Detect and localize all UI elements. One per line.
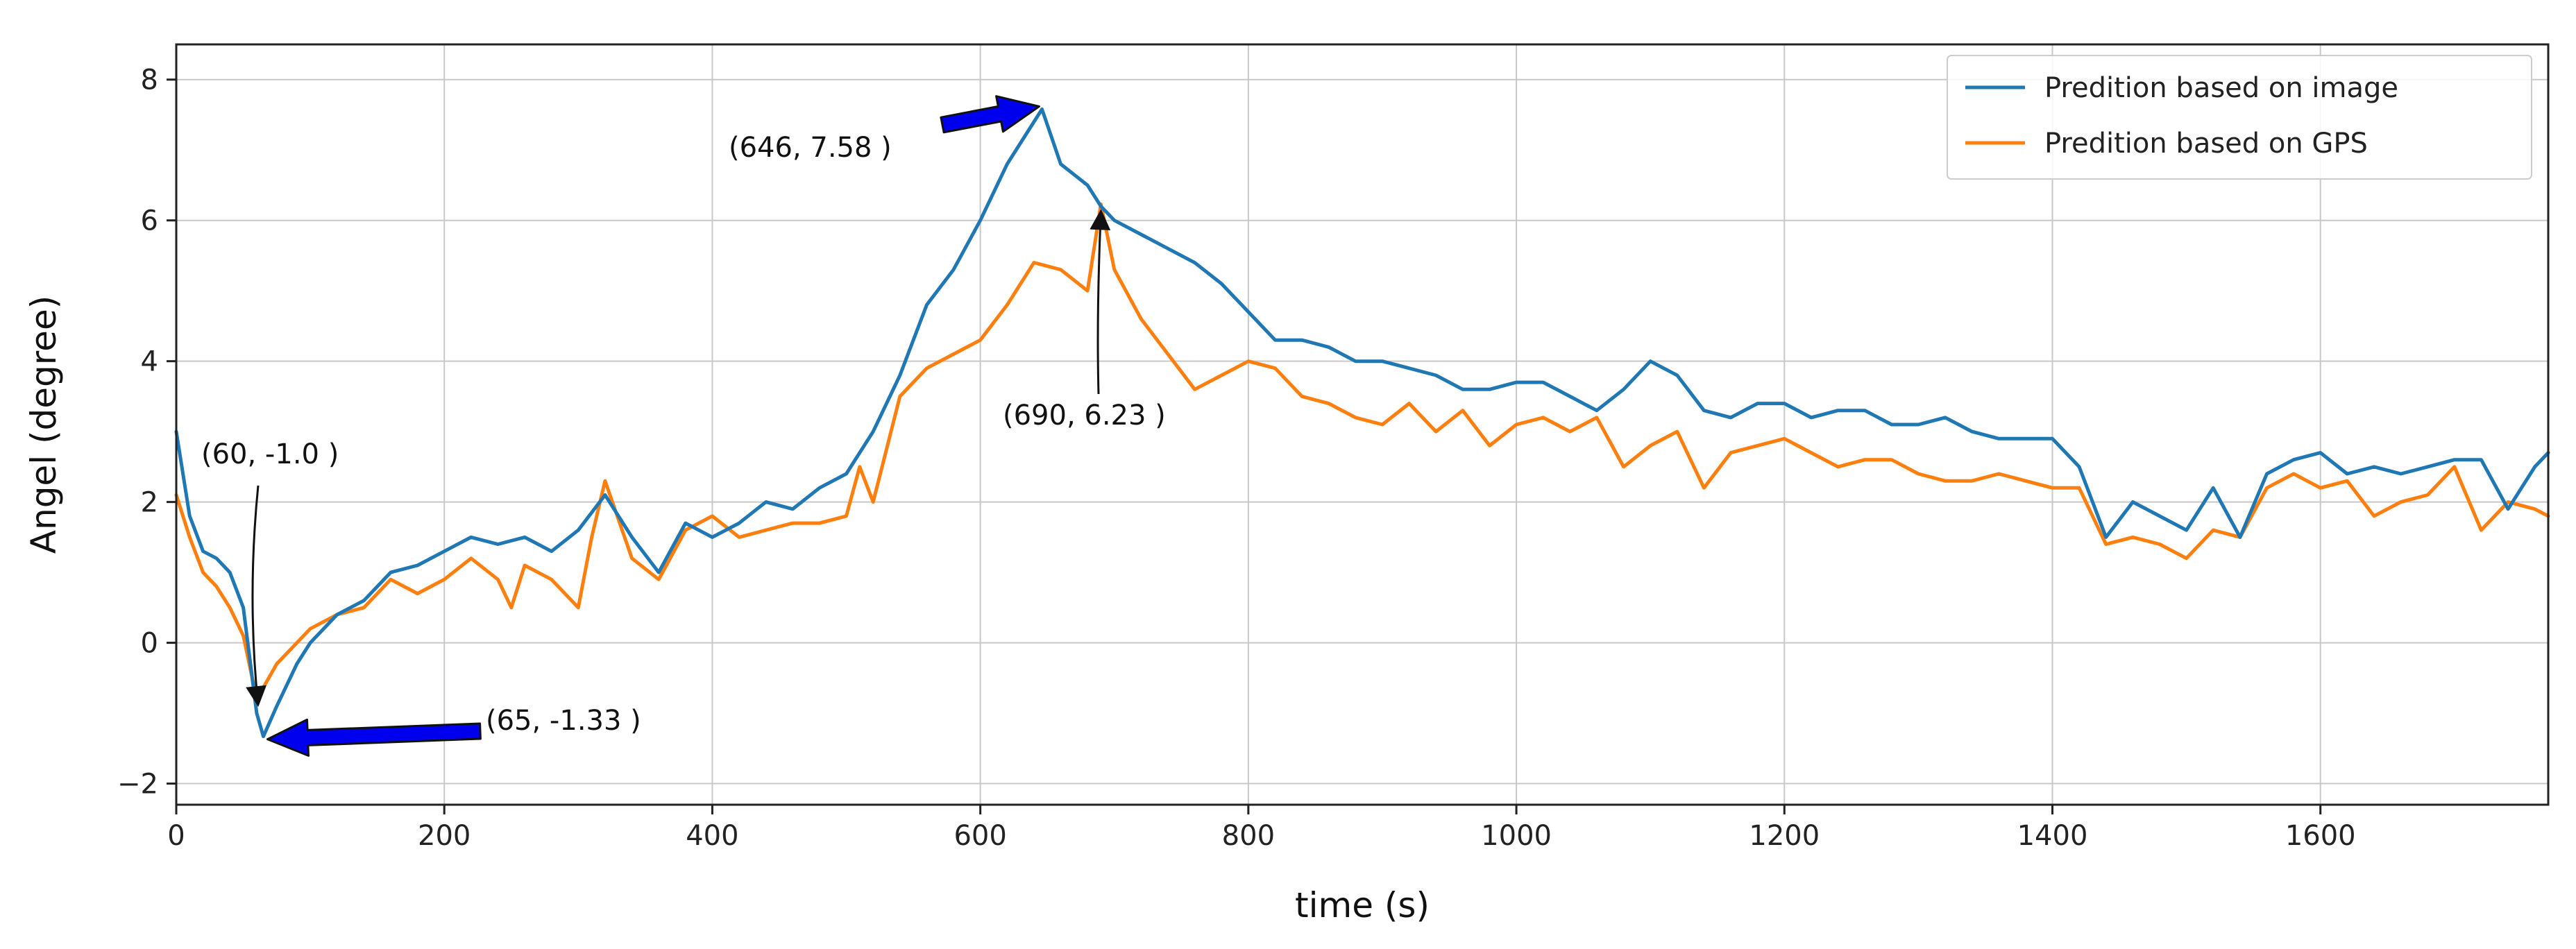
y-tick-label-6: 6 — [141, 205, 158, 237]
x-tick-label-800: 800 — [1222, 820, 1275, 852]
annotation-arrow-60 — [246, 485, 267, 708]
legend-label-gps: Predition based on GPS — [2044, 128, 2368, 160]
annotation-646: (646, 7.58 ) — [729, 132, 892, 164]
x-tick-label-400: 400 — [686, 820, 738, 852]
y-tick-label-4: 4 — [141, 346, 158, 378]
annotation-arrow-690 — [1090, 209, 1111, 395]
legend: Predition based on image Predition based… — [1947, 55, 2532, 180]
ticks: 0 200 400 600 800 1000 1200 1400 1600 −2 0 2 4 6 8 — [117, 65, 2356, 852]
x-tick-label-1200: 1200 — [1749, 820, 1820, 852]
x-tick-label-600: 600 — [954, 820, 1006, 852]
annotation-65: (65, -1.33 ) — [486, 705, 641, 737]
plot-frame — [175, 43, 2550, 806]
x-axis-title: time (s) — [1295, 885, 1430, 925]
legend-box — [1947, 55, 2532, 180]
y-tick-label-8: 8 — [141, 65, 158, 96]
annotation-arrow-646 — [940, 95, 1040, 134]
x-tick-label-0: 0 — [167, 820, 185, 852]
x-tick-label-200: 200 — [418, 820, 471, 852]
y-tick-label-0: 0 — [141, 628, 158, 660]
y-tick-label-2: 2 — [141, 487, 158, 519]
x-tick-label-1600: 1600 — [2285, 820, 2356, 852]
annotation-arrow-65 — [266, 718, 482, 757]
legend-label-image: Predition based on image — [2044, 72, 2398, 104]
x-tick-label-1000: 1000 — [1481, 820, 1552, 852]
annotation-60: (60, -1.0 ) — [201, 438, 339, 470]
y-tick-label--2: −2 — [117, 769, 158, 801]
y-axis-title: Angel (degree) — [24, 296, 64, 554]
annotation-690: (690, 6.23 ) — [1003, 400, 1166, 431]
series-gps-line — [174, 202, 2550, 701]
annotations: (60, -1.0 ) (65, -1.33 ) (646, 7.58 ) (6… — [201, 95, 1166, 757]
series-image-line — [174, 107, 2550, 739]
series-layer — [174, 107, 2550, 739]
x-tick-label-1400: 1400 — [2017, 820, 2088, 852]
